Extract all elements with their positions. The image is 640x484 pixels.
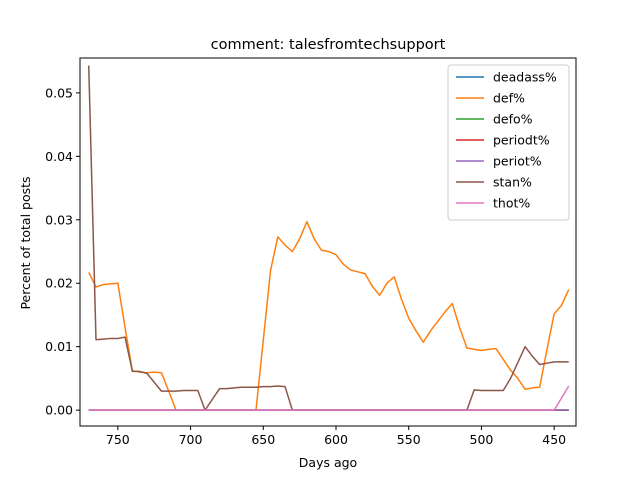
x-tick-label: 700 bbox=[179, 432, 203, 447]
y-axis-label: Percent of total posts bbox=[18, 176, 33, 309]
legend: deadass% def% defo% periodt% periot% stan% tho… bbox=[447, 64, 570, 221]
legend-label-0: deadass% bbox=[493, 70, 557, 85]
series-layer bbox=[87, 65, 570, 411]
legend-label-6: thot% bbox=[493, 196, 530, 211]
chart-title: comment: talesfromtechsupport bbox=[211, 37, 446, 53]
x-tick-label: 550 bbox=[397, 432, 421, 447]
x-axis-label: Days ago bbox=[299, 455, 357, 470]
y-tick-label: 0.00 bbox=[45, 403, 73, 418]
legend-label-5: stan% bbox=[493, 175, 532, 190]
x-tick-label: 650 bbox=[251, 432, 275, 447]
x-tick-label: 450 bbox=[542, 432, 566, 447]
y-tick-label: 0.04 bbox=[45, 149, 73, 164]
legend-label-3: periodt% bbox=[493, 133, 550, 148]
x-tick-label: 750 bbox=[106, 432, 130, 447]
y-tick-label: 0.05 bbox=[45, 85, 73, 100]
plot-frame bbox=[79, 57, 577, 427]
x-tick-label: 500 bbox=[470, 432, 494, 447]
x-tick-label: 600 bbox=[324, 432, 348, 447]
axis-ticks: 750 700 650 600 550 500 450 0.00 0.01 0.02 0.03 0.0… bbox=[45, 85, 566, 447]
y-tick-label: 0.01 bbox=[45, 339, 73, 354]
y-tick-label: 0.02 bbox=[45, 276, 73, 291]
series-line-6 bbox=[88, 385, 570, 411]
legend-label-1: def% bbox=[493, 91, 525, 106]
legend-label-2: defo% bbox=[493, 112, 533, 127]
legend-label-4: periot% bbox=[493, 154, 542, 169]
y-tick-label: 0.03 bbox=[45, 212, 73, 227]
